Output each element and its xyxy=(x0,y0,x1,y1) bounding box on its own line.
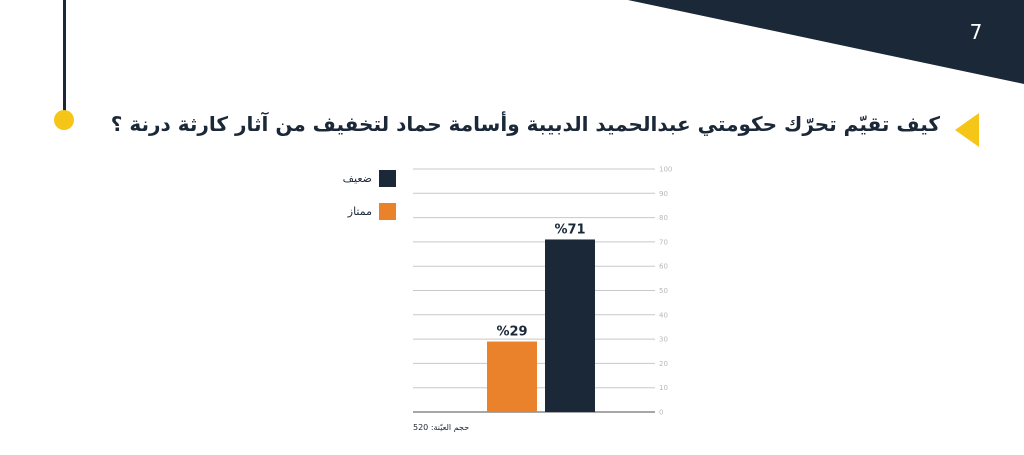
y-tick-label: 50 xyxy=(659,287,668,295)
legend-swatch xyxy=(379,203,396,220)
y-tick-label: 10 xyxy=(659,384,668,392)
y-tick-label: 80 xyxy=(659,214,668,222)
data-label: %71 xyxy=(554,222,585,237)
y-tick-label: 30 xyxy=(659,336,668,344)
question-title: كيف تقيّم تحرّك حكومتي عبدالحميد الدبيبة… xyxy=(110,112,940,136)
question-arrow-icon xyxy=(955,113,979,147)
legend-label: ممتاز xyxy=(347,205,372,218)
y-tick-label: 100 xyxy=(659,166,672,174)
timeline-line xyxy=(63,0,66,112)
legend: ضعيف ممتاز xyxy=(343,170,396,220)
data-label: %29 xyxy=(496,325,527,340)
bars xyxy=(487,239,595,412)
bar-excellent xyxy=(487,341,537,412)
y-tick-label: 70 xyxy=(659,238,668,246)
sample-size-note: حجم العيّنة: 520 xyxy=(413,423,470,432)
legend-swatch xyxy=(379,170,396,187)
y-tick-label: 40 xyxy=(659,311,668,319)
legend-label: ضعيف xyxy=(343,172,372,185)
y-axis-ticks: 0 10 20 30 40 50 60 70 80 90 100 xyxy=(659,166,672,417)
timeline-dot xyxy=(54,110,74,130)
page-number: 7 xyxy=(969,20,983,44)
y-tick-label: 20 xyxy=(659,360,668,368)
y-tick-label: 90 xyxy=(659,190,668,198)
y-tick-label: 60 xyxy=(659,263,668,271)
y-tick-label: 0 xyxy=(659,409,663,417)
bar-weak xyxy=(545,239,595,412)
data-labels: %29 %71 xyxy=(496,222,585,339)
